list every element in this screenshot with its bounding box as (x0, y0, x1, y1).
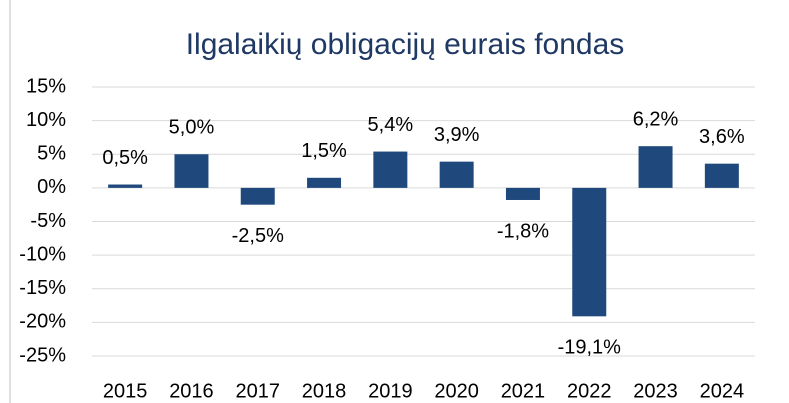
bar (108, 184, 143, 188)
y-tick-label: 5% (37, 143, 66, 165)
x-tick-label: 2015 (103, 380, 148, 402)
chart-title: Ilgalaikių obligacijų eurais fondas (186, 28, 625, 61)
y-tick-label: 15% (26, 75, 66, 97)
bar (240, 187, 275, 205)
data-label: -2,5% (232, 225, 284, 247)
data-label: -19,1% (558, 337, 622, 359)
data-label: 5,0% (169, 117, 215, 139)
bar (307, 177, 342, 188)
bar (704, 163, 739, 188)
data-label: 1,5% (301, 140, 347, 162)
data-label: 5,4% (368, 114, 414, 136)
y-tick-label: 0% (37, 176, 66, 198)
x-tick-label: 2024 (700, 380, 745, 402)
x-tick-label: 2020 (434, 380, 479, 402)
data-label: 3,9% (434, 124, 480, 146)
bar (638, 146, 673, 188)
data-label: -1,8% (497, 220, 549, 242)
bar (505, 187, 540, 200)
data-label: 6,2% (633, 108, 679, 130)
data-label: 0,5% (102, 147, 148, 169)
x-tick-label: 2021 (501, 380, 546, 402)
y-tick-label: -5% (30, 210, 66, 232)
bar (373, 151, 408, 188)
y-tick-label: -15% (19, 277, 66, 299)
x-tick-label: 2018 (302, 380, 347, 402)
y-tick-label: -25% (19, 344, 66, 366)
x-tick-label: 2019 (368, 380, 413, 402)
data-label: 3,6% (699, 126, 745, 148)
y-tick-label: 10% (26, 109, 66, 131)
y-tick-label: -10% (19, 243, 66, 265)
x-tick-label: 2023 (633, 380, 678, 402)
bar (572, 187, 607, 317)
bar (174, 154, 209, 188)
x-tick-label: 2016 (169, 380, 214, 402)
x-tick-label: 2022 (567, 380, 612, 402)
x-tick-label: 2017 (236, 380, 281, 402)
y-tick-label: -20% (19, 311, 66, 333)
bar (439, 161, 474, 188)
